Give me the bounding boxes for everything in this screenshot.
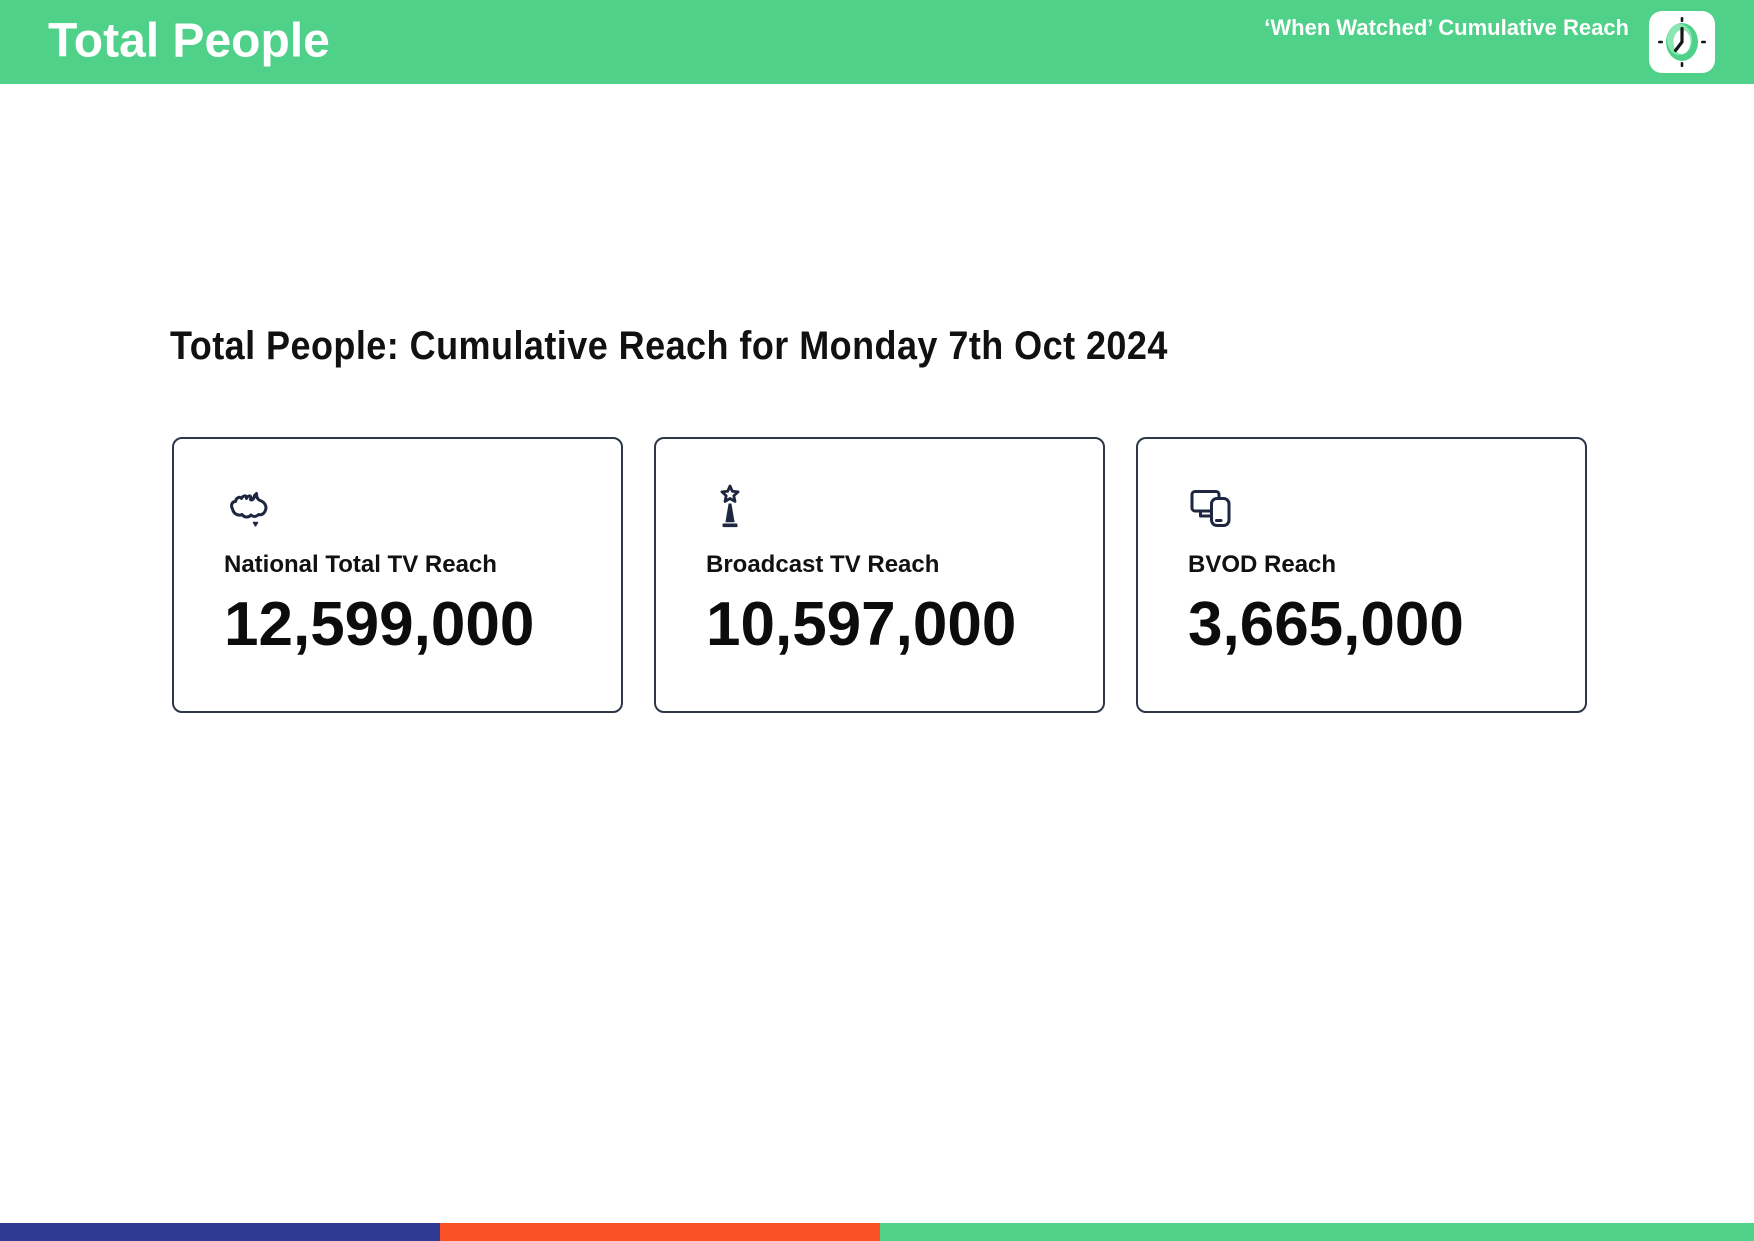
- card-label: BVOD Reach: [1188, 551, 1337, 578]
- card-label: Broadcast TV Reach: [706, 551, 940, 578]
- card-national-total-tv-reach: National Total TV Reach 12,599,000: [172, 437, 623, 713]
- screens-devices-icon: [1188, 483, 1236, 531]
- clock-icon: [1649, 11, 1715, 73]
- card-bvod-reach: BVOD Reach 3,665,000: [1136, 437, 1587, 713]
- footer-color-bar: [0, 1223, 1754, 1241]
- card-broadcast-tv-reach: Broadcast TV Reach 10,597,000: [654, 437, 1105, 713]
- footer-segment-green: [880, 1223, 1754, 1241]
- card-value: 12,599,000: [224, 590, 535, 659]
- card-label: National Total TV Reach: [224, 551, 497, 578]
- card-value: 10,597,000: [706, 590, 1017, 659]
- report-heading: Total People: Cumulative Reach for Monda…: [170, 324, 1168, 368]
- header-tagline: ‘When Watched’ Cumulative Reach: [1264, 15, 1629, 40]
- header-right-group: ‘When Watched’ Cumulative Reach: [1264, 0, 1715, 84]
- header-bar: Total People ‘When Watched’ Cumulative R…: [0, 0, 1754, 84]
- australia-map-icon: [224, 483, 272, 531]
- footer-segment-orange: [440, 1223, 880, 1241]
- stat-cards: National Total TV Reach 12,599,000 Broad…: [172, 437, 1587, 713]
- broadcast-tower-icon: [706, 483, 754, 531]
- card-value: 3,665,000: [1188, 590, 1464, 659]
- footer-segment-blue: [0, 1223, 440, 1241]
- page-title: Total People: [48, 14, 330, 68]
